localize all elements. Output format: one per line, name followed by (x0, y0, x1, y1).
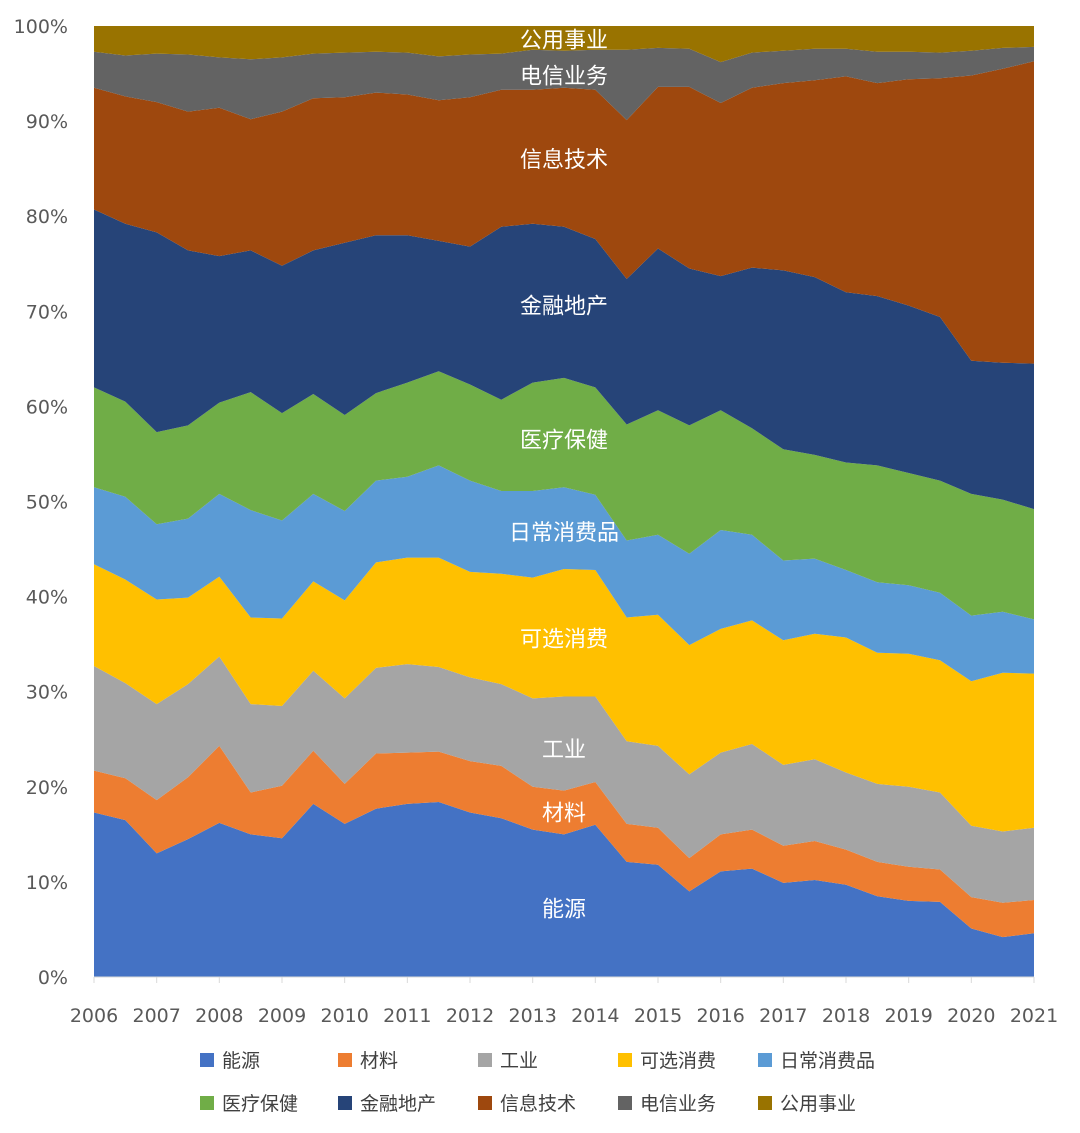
y-tick-label: 10% (26, 872, 68, 894)
legend-label: 日常消费品 (780, 1050, 875, 1072)
legend-swatch (758, 1096, 772, 1110)
x-tick-label: 2017 (759, 1005, 807, 1027)
x-tick-label: 2013 (508, 1005, 556, 1027)
x-tick-label: 2021 (1010, 1005, 1058, 1027)
legend-item-4: 可选消费 (618, 1050, 716, 1072)
x-tick-label: 2008 (195, 1005, 243, 1027)
area-series-1 (94, 802, 1034, 977)
y-tick-label: 50% (26, 492, 68, 514)
x-tick-label: 2011 (383, 1005, 431, 1027)
area-series-9 (94, 46, 1034, 121)
y-tick-label: 60% (26, 396, 68, 418)
legend-item-10: 公用事业 (758, 1093, 856, 1115)
y-tick-label: 0% (38, 967, 68, 989)
area-series-4 (94, 557, 1034, 832)
legend-label: 电信业务 (640, 1093, 716, 1115)
legend-swatch (200, 1053, 214, 1067)
legend-label: 金融地产 (360, 1093, 436, 1115)
area-series-5 (94, 465, 1034, 682)
legend-item-1: 能源 (200, 1050, 260, 1072)
area-label-3: 工业 (542, 738, 586, 763)
legend-label: 工业 (500, 1050, 538, 1072)
legend-item-7: 金融地产 (338, 1093, 436, 1115)
x-tick-label: 2009 (258, 1005, 306, 1027)
legend-label: 公用事业 (780, 1093, 856, 1115)
legend-swatch (478, 1096, 492, 1110)
chart-axes: 0% 10% 20% 30% 40% 50% 60% 70% 80% 90% 100% 2006 200… (14, 16, 1059, 1027)
y-tick-label: 20% (26, 777, 68, 799)
chart-areas (94, 26, 1034, 977)
y-tick-label: 40% (26, 587, 68, 609)
x-tick-label: 2019 (884, 1005, 932, 1027)
legend-item-2: 材料 (338, 1050, 398, 1072)
y-tick-label: 80% (26, 206, 68, 228)
area-series-7 (94, 209, 1034, 510)
legend-item-9: 电信业务 (618, 1093, 716, 1115)
area-series-10 (94, 26, 1034, 63)
x-tick-label: 2016 (696, 1005, 744, 1027)
legend-label: 信息技术 (500, 1093, 576, 1115)
legend-swatch (758, 1053, 772, 1067)
legend-swatch (618, 1096, 632, 1110)
area-label-6: 医疗保健 (520, 429, 608, 454)
x-tick-label: 2007 (132, 1005, 180, 1027)
y-tick-label: 70% (26, 301, 68, 323)
area-label-7: 金融地产 (520, 295, 608, 320)
legend-label: 能源 (222, 1050, 260, 1072)
y-tick-label: 30% (26, 682, 68, 704)
x-tick-label: 2018 (822, 1005, 870, 1027)
x-tick-label: 2010 (320, 1005, 368, 1027)
legend-swatch (200, 1096, 214, 1110)
legend-label: 材料 (360, 1050, 398, 1072)
x-tick-label: 2006 (70, 1005, 118, 1027)
area-label-1: 能源 (542, 898, 586, 923)
x-tick-label: 2012 (446, 1005, 494, 1027)
area-label-5: 日常消费品 (509, 521, 619, 546)
legend-item-5: 日常消费品 (758, 1050, 875, 1072)
x-tick-label: 2015 (634, 1005, 682, 1027)
area-label-4: 可选消费 (520, 627, 608, 652)
area-label-8: 信息技术 (520, 148, 608, 173)
legend-item-6: 医疗保健 (200, 1093, 298, 1115)
x-tick-label: 2020 (947, 1005, 995, 1027)
chart-area-labels: 能源 材料 工业 可选消费 日常消费品 医疗保健 金融地产 信息技术 电信业务 公用事业 (509, 28, 619, 922)
legend-label: 医疗保健 (222, 1093, 298, 1115)
area-series-6 (94, 371, 1034, 620)
area-label-10: 公用事业 (520, 28, 608, 53)
legend-item-3: 工业 (478, 1050, 538, 1072)
area-series-2 (94, 745, 1034, 938)
legend-swatch (338, 1096, 352, 1110)
x-tick-label: 2014 (571, 1005, 619, 1027)
legend-swatch (478, 1053, 492, 1067)
area-series-8 (94, 61, 1034, 364)
area-label-9: 电信业务 (520, 64, 608, 89)
legend-label: 可选消费 (640, 1050, 716, 1072)
area-label-2: 材料 (542, 801, 586, 826)
legend-swatch (338, 1053, 352, 1067)
y-tick-label: 90% (26, 111, 68, 133)
legend-swatch (618, 1053, 632, 1067)
legend-item-8: 信息技术 (478, 1093, 576, 1115)
area-series-3 (94, 656, 1034, 903)
y-tick-label: 100% (14, 16, 68, 38)
